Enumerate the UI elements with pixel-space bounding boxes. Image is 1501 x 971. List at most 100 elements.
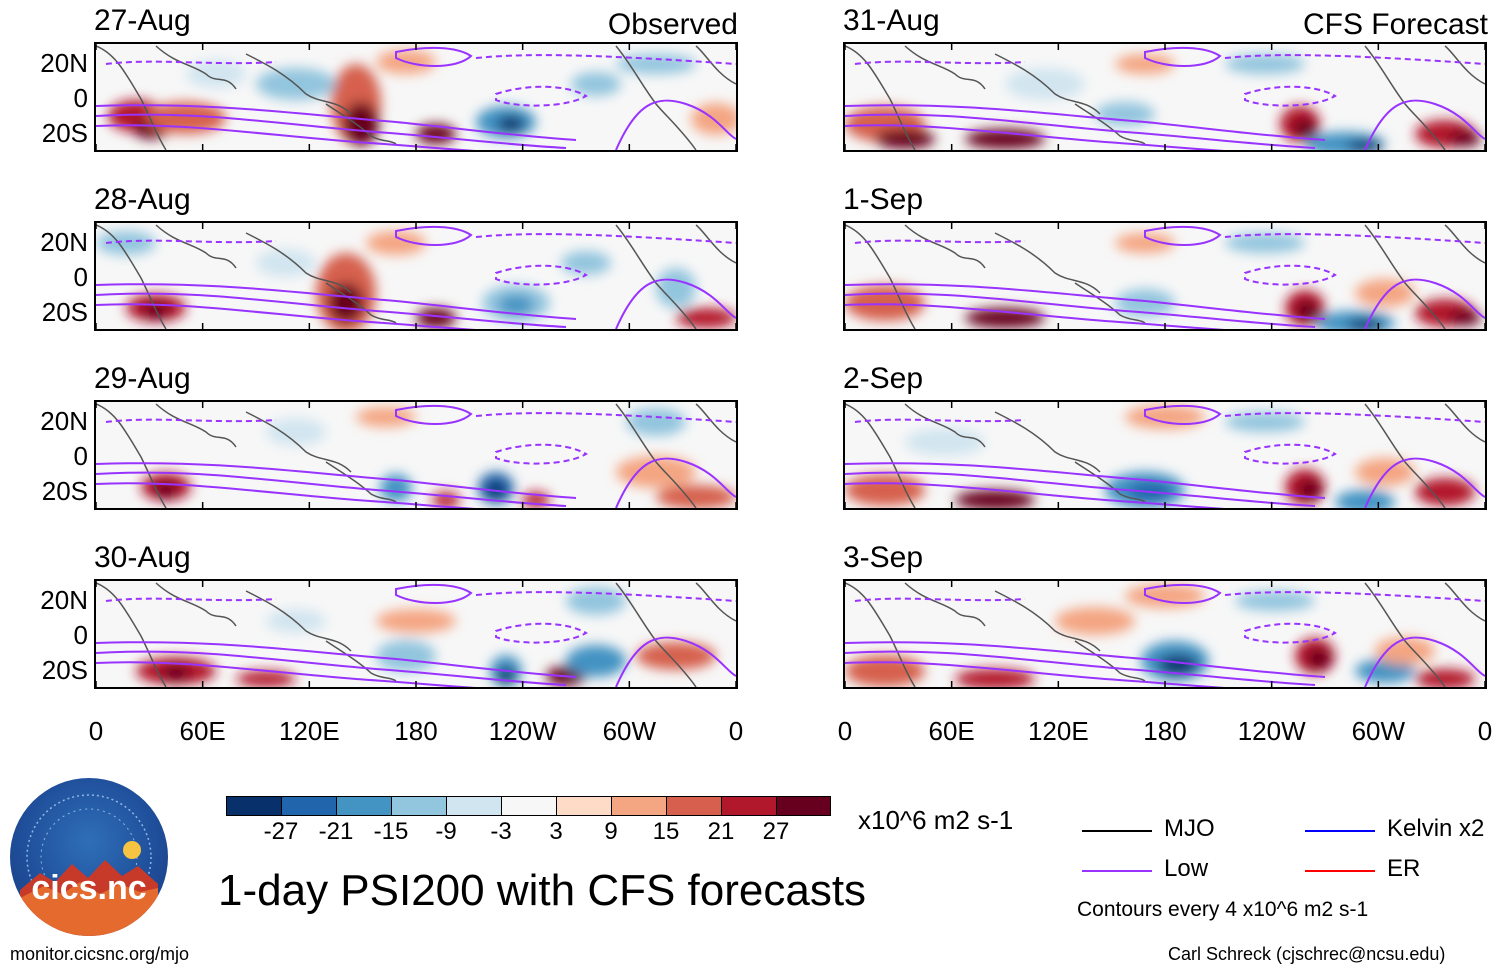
colorbar-tick-label: -9 — [435, 818, 457, 845]
anomaly-shading — [1355, 458, 1415, 486]
map-panel — [94, 221, 738, 331]
coastline — [695, 582, 736, 622]
anomaly-shading — [656, 268, 696, 308]
anomaly-shading — [1295, 301, 1319, 321]
anomaly-shading — [1415, 669, 1475, 687]
panel-date-27-aug: 27-Aug — [94, 4, 191, 37]
low-contour-positive — [96, 104, 577, 141]
low-contour-positive — [96, 303, 475, 329]
colorbar-swatch — [776, 796, 831, 816]
low-contour-negative — [1224, 233, 1485, 244]
low-contour-negative — [495, 622, 588, 644]
lon-tick-label: 60W — [1351, 716, 1406, 746]
low-contour-positive — [96, 283, 577, 320]
coastline — [155, 45, 237, 90]
low-contour-positive — [845, 292, 1316, 328]
coastline — [615, 45, 697, 150]
lon-tick-label: 0 — [728, 716, 744, 746]
anomaly-shading — [266, 418, 326, 446]
low-contour-negative — [475, 54, 736, 65]
low-contour-negative — [854, 239, 1026, 244]
coastline — [904, 582, 986, 627]
coastline — [325, 640, 397, 682]
anomaly-shading — [356, 407, 416, 427]
forecast-column-title: CFS Forecast — [1302, 8, 1488, 41]
coastline — [245, 53, 352, 115]
coastline — [1364, 403, 1446, 508]
low-contour-positive — [96, 292, 567, 328]
colorbar-tick-label: 3 — [549, 818, 563, 845]
lon-tick-label: 120E — [278, 716, 340, 746]
coastline — [904, 45, 986, 90]
coastline — [245, 590, 352, 652]
contour-note: Contours every 4 x10^6 m2 s-1 — [1077, 898, 1369, 921]
lon-tick-label: 120E — [1027, 716, 1089, 746]
coastline — [1074, 640, 1146, 682]
coastline — [96, 403, 167, 508]
coastline — [155, 224, 237, 269]
colorbar-swatch — [721, 796, 776, 816]
footer-credit: Carl Schreck (cjschrec@ncsu.edu) — [1168, 944, 1446, 964]
low-contour-positive — [1364, 457, 1485, 508]
coastline — [155, 582, 237, 627]
low-contour-positive — [845, 650, 1316, 686]
anomaly-shading — [1355, 279, 1415, 307]
low-contour-positive — [615, 457, 736, 508]
lon-tick-label: 60E — [179, 716, 226, 746]
colorbar-swatch — [446, 796, 501, 816]
coastline — [1364, 45, 1446, 150]
panel-date-31-aug: 31-Aug — [843, 4, 940, 37]
low-contour-positive — [96, 661, 475, 687]
main-title: 1-day PSI200 with CFS forecasts — [218, 866, 867, 915]
coastline — [845, 582, 916, 687]
low-contour-positive — [845, 124, 1224, 150]
colorbar-swatch — [281, 796, 336, 816]
lat-tick-label: 0 — [73, 620, 88, 650]
legend-line-er — [1305, 870, 1375, 872]
coastline — [1364, 224, 1446, 329]
low-contour-positive — [96, 650, 567, 686]
observed-column-title: Observed — [607, 8, 738, 41]
low-contour-positive — [845, 104, 1326, 141]
low-contour-negative — [854, 418, 1026, 423]
map-panel — [843, 400, 1487, 510]
lon-tick-label: 60E — [928, 716, 975, 746]
coastline — [96, 582, 167, 687]
lat-tick-label: 20N — [40, 227, 88, 257]
anomaly-shading — [571, 72, 621, 96]
anomaly-shading — [1235, 591, 1315, 611]
low-contour-positive — [1364, 278, 1485, 329]
low-contour-positive — [96, 482, 475, 508]
colorbar-swatch — [391, 796, 446, 816]
psi200-field — [96, 44, 736, 150]
legend-line-kelvin-x2 — [1305, 830, 1375, 832]
low-contour-negative — [1244, 443, 1337, 465]
anomaly-shading — [875, 129, 935, 149]
lon-tick-label: 120W — [488, 716, 557, 746]
lat-tick-label: 20N — [40, 585, 88, 615]
anomaly-shading — [1335, 490, 1395, 508]
anomaly-shading — [1298, 480, 1322, 500]
panel-date-30-aug: 30-Aug — [94, 541, 191, 574]
psi200-field — [845, 44, 1485, 150]
low-contour-positive — [1364, 636, 1485, 687]
anomaly-shading — [1095, 102, 1155, 126]
low-contour-positive — [615, 99, 736, 150]
low-contour-negative — [1244, 622, 1337, 644]
low-contour-positive — [1144, 404, 1222, 425]
anomaly-shading — [955, 490, 1035, 508]
coastline — [695, 403, 736, 443]
coastline — [615, 582, 697, 687]
coastline — [1074, 461, 1146, 503]
low-contour-positive — [96, 124, 475, 150]
psi200-field — [96, 402, 736, 508]
low-contour-positive — [845, 482, 1224, 508]
anomaly-shading — [1307, 649, 1331, 669]
lat-tick-label: 0 — [73, 262, 88, 292]
footer-url[interactable]: monitor.cicsnc.org/mjo — [10, 944, 190, 964]
lon-tick-label: 0 — [837, 716, 853, 746]
low-contour-positive — [96, 641, 577, 678]
coastline — [1444, 403, 1485, 443]
colorbar-swatch — [226, 796, 281, 816]
low-contour-negative — [475, 233, 736, 244]
